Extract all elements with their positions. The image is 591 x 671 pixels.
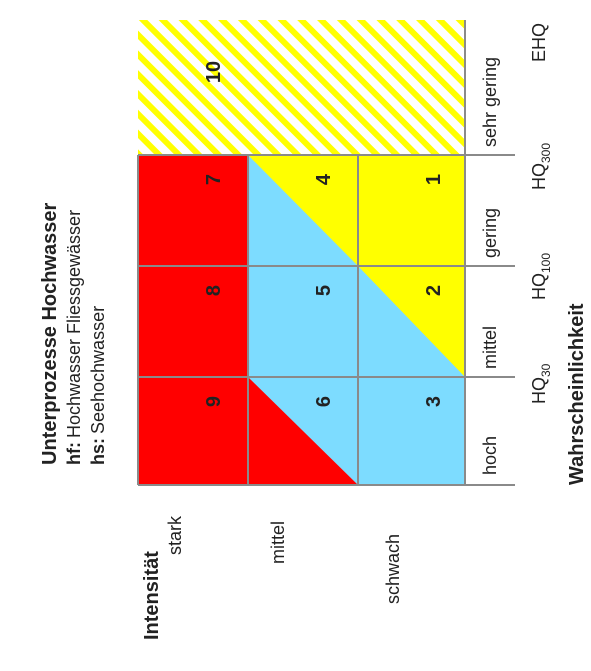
probability-gering: gering <box>480 208 500 258</box>
cell-4-blue-wedge <box>248 155 358 266</box>
cell-8-bg <box>138 266 248 377</box>
cell-number-9: 9 <box>203 396 225 407</box>
cell-6-red-wedge <box>248 377 358 485</box>
probability-sehr-gering: sehr gering <box>480 57 500 147</box>
cell-number-4: 4 <box>313 173 335 185</box>
cell-1-bg <box>358 155 465 266</box>
probability-mittel: mittel <box>480 326 500 369</box>
intensity-mittel: mittel <box>268 521 288 564</box>
cell-number-6: 6 <box>313 396 335 407</box>
grid-lines <box>137 20 515 486</box>
intensity-stark: stark <box>165 515 185 555</box>
cell-5-bg <box>248 266 358 377</box>
intensity-axis-title: Intensität <box>141 551 163 640</box>
legend-hs: hs:Seehochwasser <box>88 306 108 465</box>
cell-number-10: 10 <box>203 61 225 83</box>
threshold-hq300: HQ300 <box>529 143 553 190</box>
cell-number-2: 2 <box>423 285 445 296</box>
legend-hf: hf:Hochwasser Fliessgewässer <box>64 210 84 465</box>
intensity-schwach: schwach <box>383 534 403 604</box>
cell-2-blue-wedge <box>358 266 465 377</box>
cell-number-8: 8 <box>203 285 225 296</box>
cell-10-bg <box>138 20 465 155</box>
probability-axis-title: Wahrscheinlichkeit <box>566 303 588 485</box>
cell-number-5: 5 <box>313 285 335 296</box>
cell-7-bg <box>138 155 248 266</box>
cell-number-7: 7 <box>203 174 225 185</box>
threshold-ehq: EHQ <box>529 23 549 62</box>
diagram-title: Unterprozesse Hochwasser <box>39 202 61 465</box>
cell-9-bg <box>138 377 248 485</box>
cell-3-bg <box>358 377 465 485</box>
probability-hoch: hoch <box>480 436 500 475</box>
cell-number-1: 1 <box>423 174 445 185</box>
threshold-hq100: HQ100 <box>529 253 553 300</box>
threshold-hq30: HQ30 <box>529 363 553 404</box>
cell-number-3: 3 <box>423 396 445 407</box>
